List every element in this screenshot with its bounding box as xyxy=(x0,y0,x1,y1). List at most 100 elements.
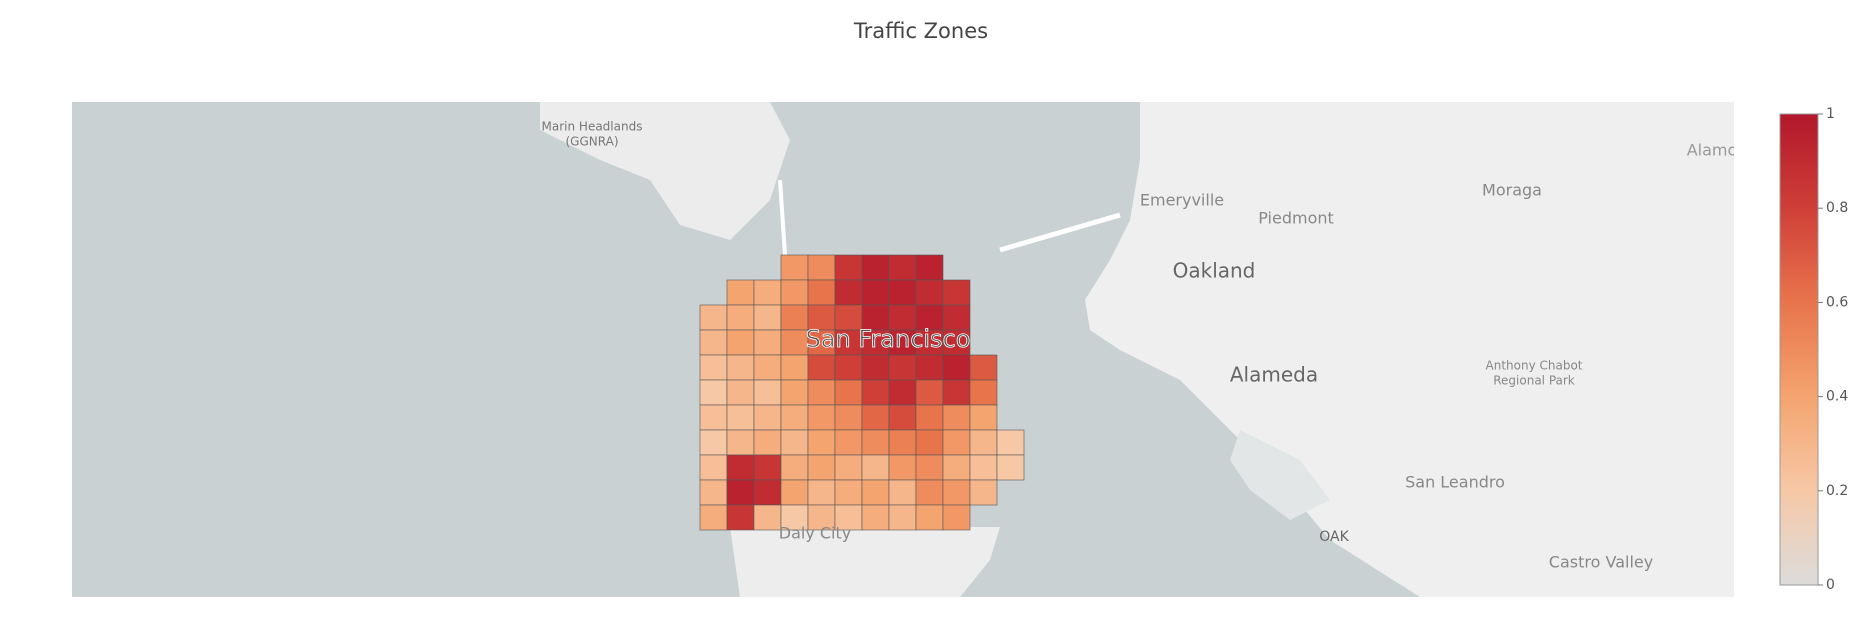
zone xyxy=(888,454,917,481)
map[interactable]: Marin Headlands(GGNRA) Emeryville Piedmont… xyxy=(72,102,1737,597)
zone xyxy=(996,454,1025,481)
zone xyxy=(942,454,971,481)
zone xyxy=(753,329,782,356)
zone xyxy=(834,254,863,281)
zone xyxy=(888,479,917,506)
zone xyxy=(699,329,728,356)
zone xyxy=(861,279,890,306)
zone xyxy=(996,429,1025,456)
zone xyxy=(780,279,809,306)
zone xyxy=(942,354,971,381)
map-label: (GGNRA) xyxy=(566,135,619,149)
zone xyxy=(861,479,890,506)
zone xyxy=(942,404,971,431)
zone xyxy=(699,454,728,481)
zone xyxy=(780,304,809,331)
map-label: Emeryville xyxy=(1140,191,1224,210)
zone xyxy=(942,479,971,506)
zone xyxy=(753,429,782,456)
zone xyxy=(942,304,971,331)
zone xyxy=(888,379,917,406)
zone xyxy=(915,254,944,281)
zone xyxy=(780,254,809,281)
zone xyxy=(861,504,890,531)
map-label: Piedmont xyxy=(1258,209,1334,228)
zone xyxy=(753,279,782,306)
zone xyxy=(753,354,782,381)
map-label: Alameda xyxy=(1230,363,1318,387)
colorbar-tick-label: 1 xyxy=(1826,106,1835,122)
zone xyxy=(726,404,755,431)
zone xyxy=(780,329,809,356)
zone xyxy=(726,429,755,456)
zone xyxy=(861,354,890,381)
zone xyxy=(888,504,917,531)
zone xyxy=(834,354,863,381)
map-label: San Francisco xyxy=(806,325,971,353)
zone xyxy=(699,479,728,506)
zone xyxy=(915,379,944,406)
land-peninsula xyxy=(730,527,1000,597)
zone xyxy=(780,479,809,506)
zone xyxy=(726,504,755,531)
colorbar-ticks: 0 0.2 0.4 0.6 0.8 1 xyxy=(1818,106,1848,593)
zone xyxy=(888,354,917,381)
zone xyxy=(780,404,809,431)
zone xyxy=(699,404,728,431)
zone xyxy=(915,454,944,481)
land-marin xyxy=(540,102,790,240)
zone xyxy=(834,454,863,481)
zone xyxy=(807,454,836,481)
zone xyxy=(915,504,944,531)
zone xyxy=(861,379,890,406)
zone xyxy=(942,329,971,356)
zone xyxy=(726,279,755,306)
map-label: Daly City xyxy=(779,524,851,543)
zone xyxy=(807,279,836,306)
map-labels: Marin Headlands(GGNRA) Emeryville Piedmont… xyxy=(542,120,1738,572)
zone xyxy=(807,379,836,406)
zone xyxy=(726,329,755,356)
zone xyxy=(834,404,863,431)
map-label: Regional Park xyxy=(1493,374,1575,388)
zone xyxy=(834,379,863,406)
zone xyxy=(888,279,917,306)
zone xyxy=(753,479,782,506)
zone xyxy=(861,404,890,431)
zone xyxy=(726,304,755,331)
colorbar-tick-label: 0 xyxy=(1826,577,1835,593)
map-label: Anthony Chabot xyxy=(1486,359,1583,373)
zone xyxy=(834,504,863,531)
zone xyxy=(753,404,782,431)
zone xyxy=(969,479,998,506)
zone xyxy=(888,254,917,281)
zone xyxy=(726,379,755,406)
map-label: Oakland xyxy=(1173,259,1256,283)
zone xyxy=(780,379,809,406)
zone xyxy=(969,379,998,406)
map-label: Marin Headlands xyxy=(542,120,643,134)
zone xyxy=(780,354,809,381)
map-label: OAK xyxy=(1319,529,1349,545)
zone xyxy=(753,454,782,481)
zone xyxy=(807,404,836,431)
zone xyxy=(861,454,890,481)
zone xyxy=(888,404,917,431)
zone xyxy=(834,429,863,456)
zone xyxy=(834,304,863,331)
zone xyxy=(780,454,809,481)
map-label: Moraga xyxy=(1482,181,1542,200)
map-label: Castro Valley xyxy=(1549,553,1653,572)
colorbar-tick-label: 0.4 xyxy=(1826,389,1848,405)
zone xyxy=(780,504,809,531)
bay-bridge xyxy=(999,212,1121,253)
map-label: Alamo xyxy=(1687,141,1738,160)
zone xyxy=(807,254,836,281)
zone xyxy=(807,479,836,506)
zone xyxy=(861,429,890,456)
zone xyxy=(969,429,998,456)
colorbar-tick-label: 0.6 xyxy=(1826,294,1848,310)
zone xyxy=(807,504,836,531)
land-east-bay xyxy=(1085,102,1734,597)
